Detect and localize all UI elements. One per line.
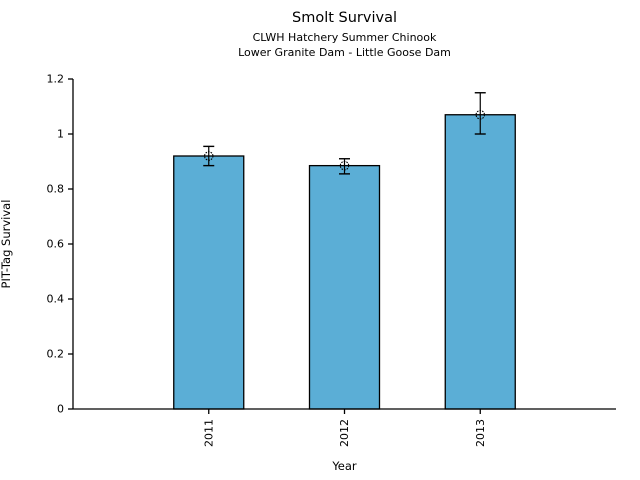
chart-subtitle-line1: CLWH Hatchery Summer Chinook xyxy=(252,31,437,44)
y-axis-title: PIT-Tag Survival xyxy=(0,199,13,289)
y-tick-label: 1 xyxy=(57,128,64,141)
point-marker-2012 xyxy=(339,160,350,171)
bar-2013 xyxy=(444,114,516,410)
bar-2011 xyxy=(173,155,245,410)
chart-title: Smolt Survival xyxy=(292,10,397,26)
chart-subtitle-line2: Lower Granite Dam - Little Goose Dam xyxy=(238,46,451,59)
point-marker-2013 xyxy=(475,110,485,120)
y-tick-label: 0.2 xyxy=(47,348,65,361)
point-marker-2011 xyxy=(204,151,214,161)
y-tick-label: 0.4 xyxy=(47,293,65,306)
y-tick-label: 0.8 xyxy=(47,183,65,196)
y-tick-label: 1.2 xyxy=(47,73,65,86)
x-tick-label-2011: 2011 xyxy=(202,419,215,447)
y-tick-label: 0 xyxy=(57,403,64,416)
x-tick-label-2012: 2012 xyxy=(338,419,351,447)
x-tick-label-2013: 2013 xyxy=(474,419,487,447)
x-axis-title: Year xyxy=(332,459,357,473)
bar-2012 xyxy=(308,164,381,410)
y-tick-label: 0.6 xyxy=(47,238,65,251)
